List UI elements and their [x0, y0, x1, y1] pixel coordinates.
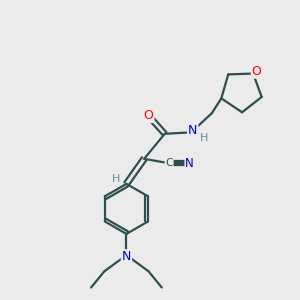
Text: N: N [122, 250, 131, 263]
Text: H: H [200, 133, 208, 143]
Text: O: O [252, 65, 262, 78]
Text: H: H [112, 174, 120, 184]
Text: N: N [188, 124, 197, 137]
Text: C: C [166, 158, 173, 168]
Text: N: N [185, 157, 194, 170]
Text: O: O [144, 109, 154, 122]
